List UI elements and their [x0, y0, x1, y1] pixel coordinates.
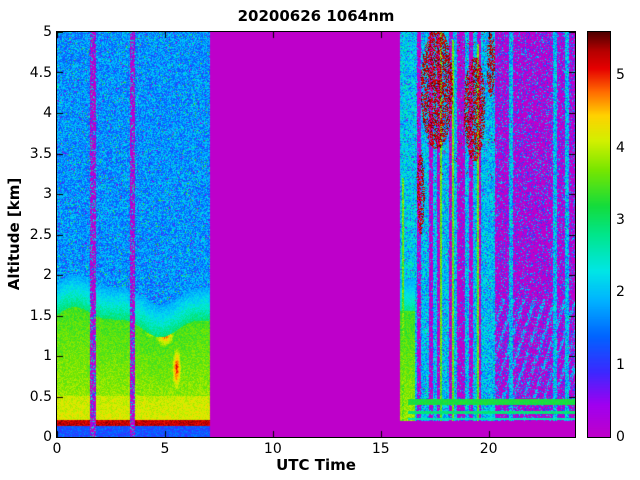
x-tick-label: 10: [263, 441, 282, 457]
y-tick-label: 4: [43, 105, 52, 121]
colorbar-tick-label: 1: [616, 356, 625, 373]
x-tick-label: 20: [479, 441, 498, 457]
y-tick-label: 1: [43, 348, 52, 364]
y-tick-label: 1.5: [29, 307, 52, 324]
x-tick-label: 5: [160, 441, 170, 457]
heatmap-canvas: [56, 31, 576, 438]
colorbar-tick-label: 5: [616, 67, 625, 84]
colorbar-tick-label: 3: [616, 212, 625, 229]
x-tick-label: 0: [52, 441, 62, 457]
y-tick-label: 0.5: [29, 388, 52, 405]
y-tick-label: 4.5: [29, 64, 52, 81]
colorbar-tick-label: 0: [616, 429, 625, 445]
y-tick-label: 0: [43, 429, 52, 445]
y-tick-label: 3.5: [29, 145, 52, 162]
colorbar-canvas: [587, 31, 611, 438]
x-tick-label: 15: [371, 441, 390, 457]
y-tick-label: 5: [43, 24, 52, 40]
x-axis-label: UTC Time: [276, 456, 356, 474]
y-tick-label: 2.5: [29, 226, 52, 243]
chart-title: 20200626 1064nm: [237, 7, 395, 25]
y-tick-label: 3: [43, 186, 52, 202]
colorbar-tick-label: 4: [616, 139, 625, 156]
y-tick-label: 2: [43, 267, 52, 283]
colorbar-tick-label: 2: [616, 284, 625, 301]
